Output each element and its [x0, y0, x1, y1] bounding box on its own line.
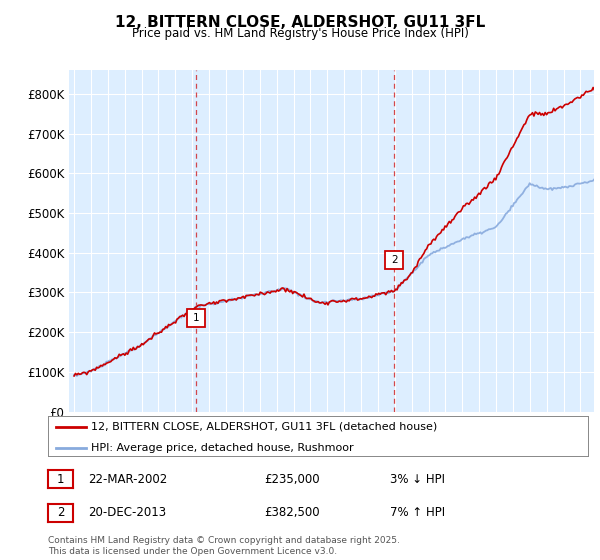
Text: 1: 1 [193, 313, 199, 323]
Text: 20-DEC-2013: 20-DEC-2013 [88, 506, 166, 520]
Text: Contains HM Land Registry data © Crown copyright and database right 2025.
This d: Contains HM Land Registry data © Crown c… [48, 536, 400, 556]
Text: 12, BITTERN CLOSE, ALDERSHOT, GU11 3FL (detached house): 12, BITTERN CLOSE, ALDERSHOT, GU11 3FL (… [91, 422, 437, 432]
Text: 7% ↑ HPI: 7% ↑ HPI [390, 506, 445, 520]
Text: £382,500: £382,500 [264, 506, 320, 520]
Text: 3% ↓ HPI: 3% ↓ HPI [390, 473, 445, 486]
Text: Price paid vs. HM Land Registry's House Price Index (HPI): Price paid vs. HM Land Registry's House … [131, 27, 469, 40]
Text: £235,000: £235,000 [264, 473, 320, 486]
Text: 1: 1 [57, 473, 64, 486]
Text: 2: 2 [57, 506, 64, 520]
Text: HPI: Average price, detached house, Rushmoor: HPI: Average price, detached house, Rush… [91, 442, 354, 452]
Text: 2: 2 [391, 255, 398, 265]
Text: 22-MAR-2002: 22-MAR-2002 [88, 473, 167, 486]
Text: 12, BITTERN CLOSE, ALDERSHOT, GU11 3FL: 12, BITTERN CLOSE, ALDERSHOT, GU11 3FL [115, 15, 485, 30]
